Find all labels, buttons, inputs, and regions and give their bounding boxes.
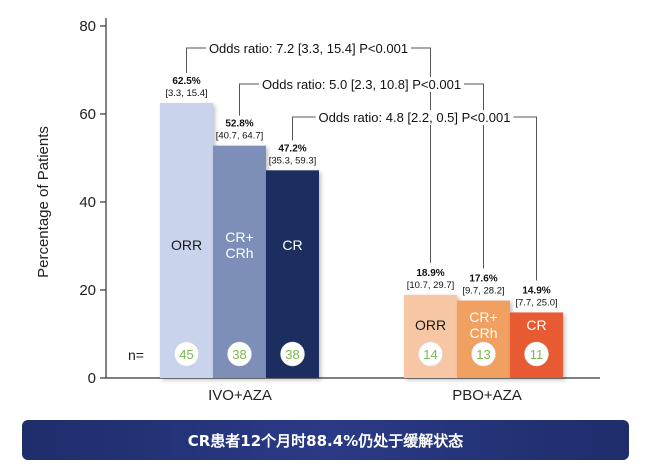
- bar-inner-label: CR: [526, 317, 546, 333]
- comparison-label: Odds ratio: 5.0 [2.3, 10.8] P<0.001: [262, 77, 461, 92]
- comparison-label: Odds ratio: 7.2 [3.3, 15.4] P<0.001: [209, 41, 408, 56]
- n-circle: [524, 341, 549, 367]
- y-tick-label: 0: [88, 370, 96, 387]
- bar: [160, 103, 213, 378]
- bar-value-label: 14.9%: [522, 285, 550, 296]
- bar-ci-label: [35.3, 59.3]: [269, 155, 317, 166]
- n-value: 45: [179, 347, 193, 362]
- bar-inner-label: CR+: [469, 309, 497, 325]
- bar-inner-label: CRh: [225, 245, 253, 261]
- y-tick-label: 40: [79, 194, 96, 211]
- n-value: 14: [423, 347, 437, 362]
- n-value: 38: [232, 347, 246, 362]
- bar-inner-label: CRh: [469, 325, 497, 341]
- bar: [213, 145, 266, 378]
- bar-value-label: 17.6%: [469, 274, 497, 285]
- n-value: 38: [285, 347, 299, 362]
- bar-inner-label: CR+: [225, 229, 253, 245]
- comparison-label-bg: [315, 110, 514, 125]
- comparison-label-bg: [258, 77, 465, 92]
- n-circle: [418, 341, 443, 367]
- bar-inner-label: CR: [282, 237, 302, 253]
- n-circle: [174, 341, 199, 367]
- bar-ci-label: [9.7, 28.2]: [462, 286, 504, 297]
- comparison-label-bg: [205, 41, 412, 56]
- bar-value-label: 52.8%: [225, 119, 253, 130]
- y-axis-label: Percentage of Patients: [35, 126, 52, 278]
- n-circle: [471, 341, 496, 367]
- bar-ci-label: [7.7, 25.0]: [515, 297, 557, 308]
- group-label: IVO+AZA: [208, 387, 272, 404]
- comparison-label: Odds ratio: 4.8 [2.2, 0.5] P<0.001: [319, 110, 511, 125]
- bar-inner-label: ORR: [415, 317, 446, 333]
- bar-value-label: 18.9%: [416, 268, 444, 279]
- bar-ci-label: [40.7, 64.7]: [216, 131, 264, 142]
- bar-value-label: 47.2%: [278, 143, 306, 154]
- group-label: PBO+AZA: [452, 387, 522, 404]
- y-tick-label: 20: [79, 282, 96, 299]
- bar-value-label: 62.5%: [172, 76, 200, 87]
- y-tick-label: 60: [79, 106, 96, 123]
- y-tick-label: 80: [79, 18, 96, 35]
- bar-ci-label: [3.3, 15.4]: [165, 88, 207, 99]
- summary-banner: CR患者12个月时88.4%仍处于缓解状态: [22, 420, 629, 460]
- bar-ci-label: [10.7, 29.7]: [407, 280, 455, 291]
- bar-inner-label: ORR: [171, 237, 202, 253]
- comparison-bracket: [292, 116, 537, 281]
- n-value: 11: [530, 347, 544, 362]
- n-label: n=: [128, 347, 144, 363]
- n-circle: [280, 341, 305, 367]
- n-value: 13: [476, 347, 490, 362]
- n-circle: [227, 341, 252, 367]
